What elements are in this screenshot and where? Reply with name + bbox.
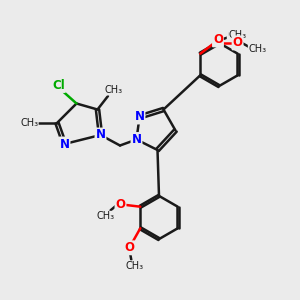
Text: O: O bbox=[124, 241, 134, 254]
Text: N: N bbox=[59, 137, 70, 151]
Text: O: O bbox=[232, 36, 243, 50]
Text: CH₃: CH₃ bbox=[125, 261, 143, 271]
Text: CH₃: CH₃ bbox=[227, 30, 245, 40]
Text: CH₃: CH₃ bbox=[229, 30, 247, 40]
Text: N: N bbox=[134, 110, 145, 124]
Text: O: O bbox=[116, 198, 125, 211]
Text: N: N bbox=[95, 128, 106, 142]
Text: CH₃: CH₃ bbox=[96, 211, 114, 221]
Text: O: O bbox=[213, 33, 223, 46]
Text: CH₃: CH₃ bbox=[105, 85, 123, 95]
Text: N: N bbox=[131, 133, 142, 146]
Text: CH₃: CH₃ bbox=[248, 44, 266, 54]
Text: Cl: Cl bbox=[52, 79, 65, 92]
Text: CH₃: CH₃ bbox=[20, 118, 38, 128]
